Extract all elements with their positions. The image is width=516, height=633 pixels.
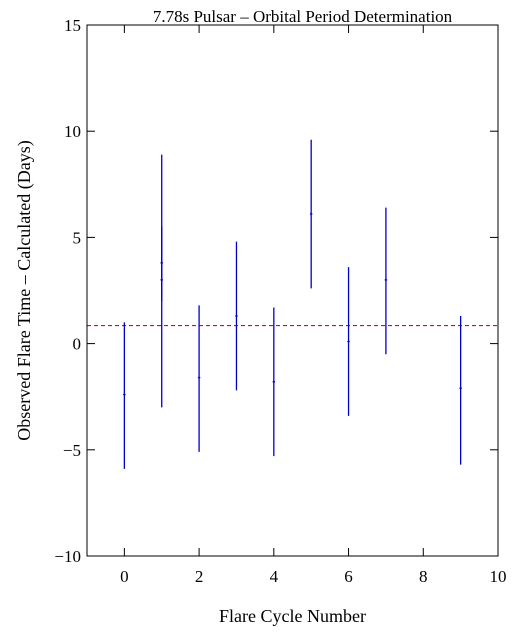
- y-tick-label: 15: [64, 16, 81, 35]
- error-bar: [123, 322, 126, 469]
- y-axis-label: Observed Flare Time – Calculated (Days): [14, 140, 35, 440]
- x-axis-ticks: 0 2 4 6 8 10: [120, 25, 507, 586]
- x-axis-label: Flare Cycle Number: [219, 606, 366, 626]
- x-tick-label: 6: [344, 567, 353, 586]
- x-tick-label: 4: [270, 567, 279, 586]
- error-bar: [272, 307, 276, 457]
- x-tick-label: 8: [419, 567, 428, 586]
- x-tick-label: 0: [120, 567, 129, 586]
- y-tick-label: −10: [54, 547, 81, 566]
- error-bar: [235, 241, 238, 391]
- y-tick-label: 5: [73, 228, 82, 247]
- error-bar: [160, 154, 163, 408]
- error-bar: [309, 139, 313, 289]
- error-bar: [459, 315, 462, 465]
- x-tick-label: 2: [195, 567, 204, 586]
- y-tick-label: 10: [64, 122, 81, 141]
- x-tick-label: 10: [490, 567, 507, 586]
- chart-title: 7.78s Pulsar – Orbital Period Determinat…: [153, 7, 453, 26]
- y-axis-ticks: −10 −5 0 5 10 15: [54, 16, 498, 566]
- error-bar: [384, 207, 388, 355]
- y-tick-label: −5: [63, 441, 81, 460]
- error-bar: [197, 305, 201, 452]
- y-tick-label: 0: [73, 335, 82, 354]
- plot-frame: [86, 24, 499, 557]
- plot-layer: [87, 139, 498, 469]
- error-bar: [347, 267, 350, 416]
